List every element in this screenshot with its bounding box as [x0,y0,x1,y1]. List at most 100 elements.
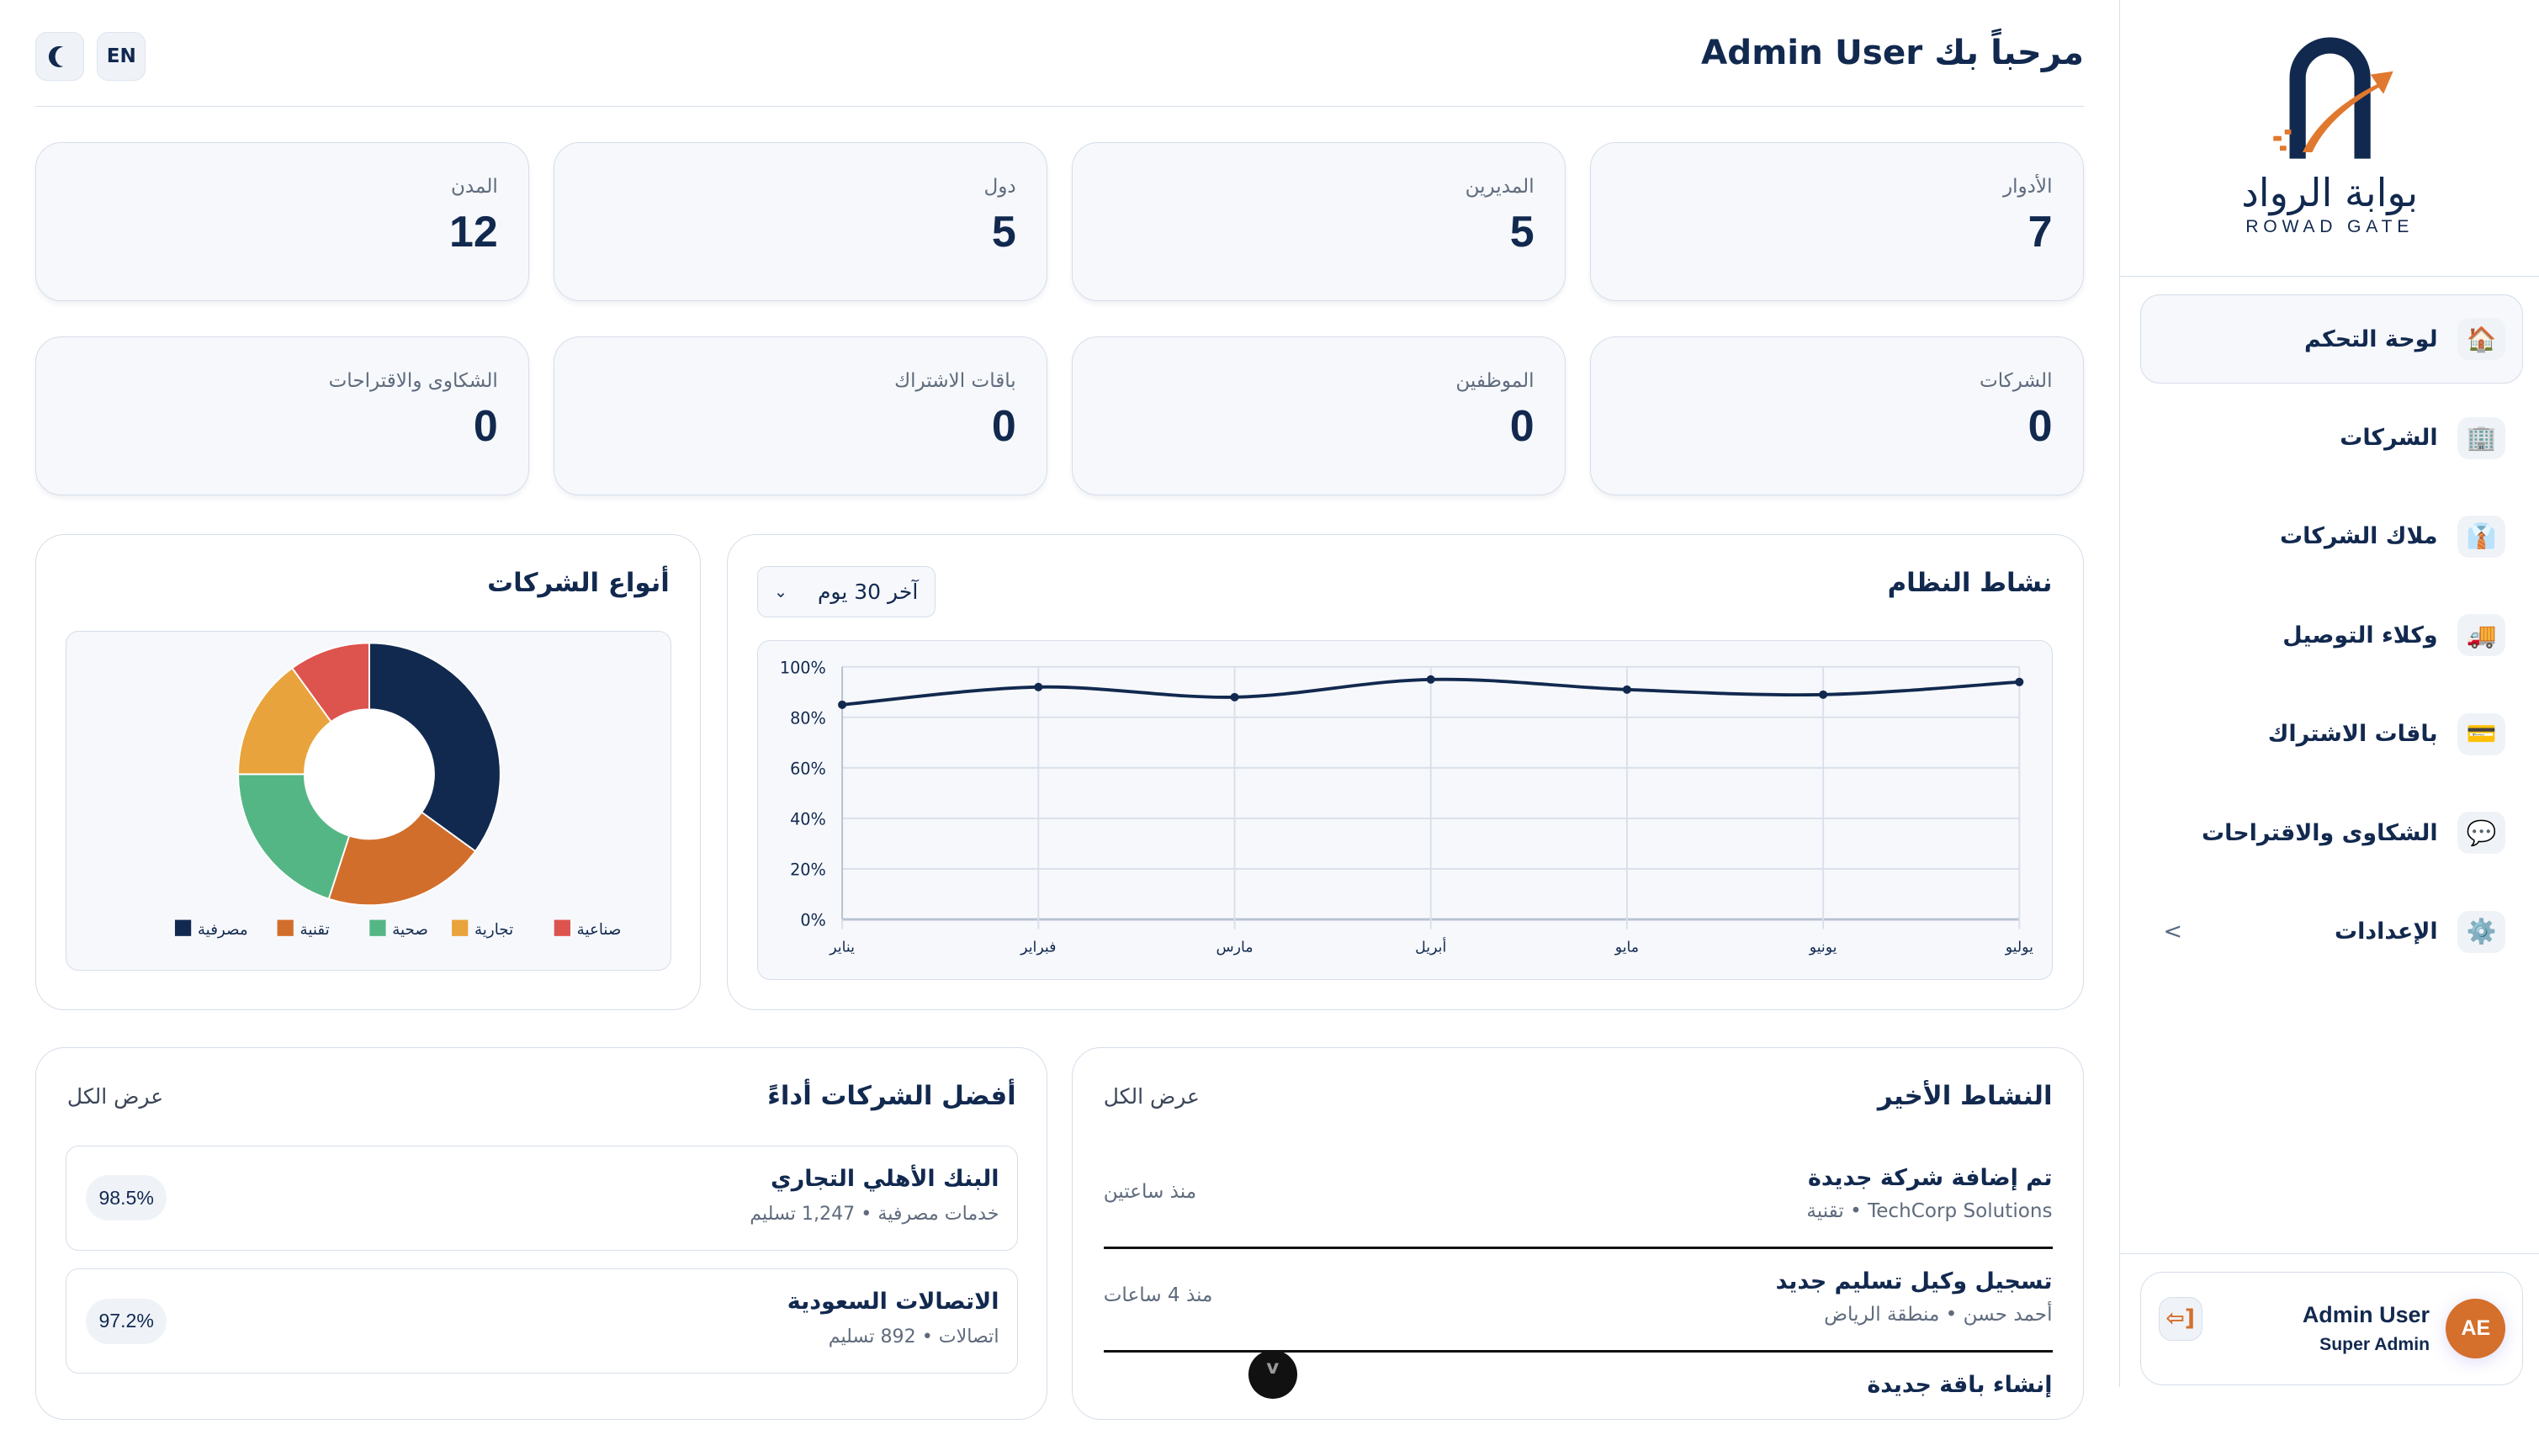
stat-value: 5 [991,208,1016,257]
donut-chart-box: مصرفية تقنية صحية تجارية صناعية [65,630,671,971]
stat-card-complaints: الشكاوى والاقتراحات 0 [35,336,530,495]
scroll-down-button[interactable]: v [1248,1350,1297,1399]
list-item[interactable]: الاتصالات السعودية اتصالات • 892 تسليم 9… [65,1268,1018,1374]
score-badge: 97.2% [86,1298,167,1344]
legend-label: مصرفية [198,921,248,939]
data-point [837,701,846,710]
sidebar-item-label: الشركات [2340,425,2438,452]
stat-card-roles: الأدوار 7 [1590,142,2085,301]
range-select[interactable]: ⌄ آخر 30 يوم [756,565,936,618]
legend-swatch [369,919,386,936]
legend-label: صحية [392,921,428,939]
legend-swatch [452,919,469,936]
legend-swatch [174,919,192,936]
speech-bubble-icon: 💬 [2457,812,2506,855]
legend-swatch [554,919,570,936]
stat-card-managers: المديرين 5 [1072,142,1566,301]
data-point [1426,675,1435,685]
x-tick-label: يناير [829,940,855,956]
stat-label: دول [983,175,1016,198]
sidebar-item-label: الإعدادات [2335,919,2438,945]
score-badge: 98.5% [86,1175,167,1221]
view-all-link[interactable]: عرض الكل [66,1083,164,1109]
necktie-shirt-icon: 👔 [2457,515,2506,558]
company-details: خدمات مصرفية • 1,247 تسليم [750,1203,999,1226]
sidebar-item-label: ملاك الشركات [2280,523,2438,550]
y-tick-label: 80% [790,709,826,728]
activity-details: أحمد حسن • منطقة الرياض [1824,1304,2053,1326]
stats-row-2: الشركات 0 الموظفين 0 باقات الاشتراك 0 الشكا… [35,336,2085,495]
sidebar-item-settings[interactable]: < الإعدادات ⚙️ [2140,887,2523,977]
brand-name-ar: بوابة الرواد [2241,170,2419,215]
stat-label: الأدوار [2002,175,2053,198]
view-all-link[interactable]: عرض الكل [1103,1083,1200,1109]
house-icon: 🏠 [2457,318,2506,361]
sidebar-footer: ⇦] Admin User Super Admin AE [2120,1252,2539,1385]
panel-title: أنواع الشركات [487,567,670,598]
credit-card-icon: 💳 [2457,712,2506,755]
chevron-left-icon[interactable]: < [2163,919,2183,945]
x-tick-label: أبريل [1415,938,1446,956]
stat-label: باقات الاشتراك [894,369,1016,392]
stat-value: 5 [1509,208,1535,257]
stat-value: 12 [449,208,498,257]
stat-label: الموظفين [1455,369,1535,392]
y-tick-label: 100% [780,659,826,678]
line-chart-box: 0% 20% 40% 60% 80% 100% يناير فبراير مارس أبريل ما… [756,640,2053,981]
logout-button[interactable]: ⇦] [2158,1296,2202,1341]
brand-name-en: ROWAD GATE [2245,216,2414,236]
activity-details: TechCorp Solutions • تقنية [1806,1200,2053,1223]
sidebar-item-subscriptions[interactable]: باقات الاشتراك 💳 [2140,690,2523,779]
sidebar-nav: لوحة التحكم 🏠 الشركات 🏢 ملاك الشركات 👔 و… [2120,277,2538,976]
data-point [1230,693,1239,702]
activity-title: تم إضافة شركة جديدة [1807,1164,2053,1191]
sidebar: بوابة الرواد ROWAD GATE لوحة التحكم 🏠 ال… [2119,0,2539,1388]
page-title: مرحباً بك Admin User [1701,32,2085,73]
data-point [1622,686,1631,695]
x-tick-label: يوليو [2005,940,2033,956]
line-chart: 0% 20% 40% 60% 80% 100% يناير فبراير مارس أبريل ما… [780,659,2033,956]
stat-label: المديرين [1465,175,1535,198]
sidebar-item-complaints[interactable]: الشكاوى والاقتراحات 💬 [2140,788,2523,877]
gear-icon: ⚙️ [2457,910,2506,953]
stat-card-countries: دول 5 [554,142,1048,301]
activity-item: تسجيل وكيل تسليم جديد أحمد حسن • منطقة ا… [1103,1249,2053,1353]
language-button[interactable]: EN [97,32,146,82]
y-tick-label: 20% [790,860,826,880]
theme-toggle-button[interactable] [35,32,85,82]
data-point [1818,691,1827,700]
panel-title: النشاط الأخير [1877,1080,2053,1111]
list-item[interactable]: البنك الأهلي التجاري خدمات مصرفية • 1,24… [65,1145,1018,1251]
legend-label: تقنية [300,921,330,939]
truck-icon: 🚚 [2457,614,2506,657]
sidebar-item-companies[interactable]: الشركات 🏢 [2140,394,2523,483]
stat-card-companies: الشركات 0 [1590,336,2085,495]
top-companies-panel: أفضل الشركات أداءً عرض الكل البنك الأهلي… [35,1047,1048,1420]
sidebar-item-dashboard[interactable]: لوحة التحكم 🏠 [2139,294,2523,384]
company-details: اتصالات • 892 تسليم [828,1326,999,1348]
recent-activity-panel: النشاط الأخير عرض الكل تم إضافة شركة جدي… [1072,1047,2085,1420]
stat-label: المدن [450,175,498,198]
donut-chart: مصرفية تقنية صحية تجارية صناعية [174,642,622,939]
main-content: EN مرحباً بك Admin User الأدوار 7 المديري… [35,0,2085,1420]
sidebar-item-company-owners[interactable]: ملاك الشركات 👔 [2140,492,2523,581]
stat-value: 0 [2027,402,2053,452]
rowad-gate-logo-icon [2272,37,2393,159]
legend-label: صناعية [577,921,622,939]
system-activity-panel: نشاط النظام ⌄ آخر 30 يوم 0% 20% 40% 60% 80% 1… [727,534,2085,1010]
stat-value: 7 [2027,208,2053,257]
stat-value: 0 [991,402,1016,452]
panel-title: نشاط النظام [1887,567,2053,598]
sidebar-item-delivery-agents[interactable]: وكلاء التوصيل 🚚 [2140,590,2523,680]
logo: بوابة الرواد ROWAD GATE [2120,0,2539,278]
avatar[interactable]: AE [2446,1298,2506,1358]
activity-title: تسجيل وكيل تسليم جديد [1775,1268,2053,1295]
stats-row-1: الأدوار 7 المديرين 5 دول 5 المدن 12 [35,142,2085,301]
x-tick-label: مايو [1614,940,1639,956]
stat-value: 0 [473,402,498,452]
legend-label: تجارية [474,921,513,939]
stat-card-cities: المدن 12 [35,142,530,301]
sidebar-item-label: باقات الاشتراك [2267,721,2438,748]
x-tick-label: يونيو [1809,940,1837,956]
stat-label: الشركات [1979,369,2053,392]
